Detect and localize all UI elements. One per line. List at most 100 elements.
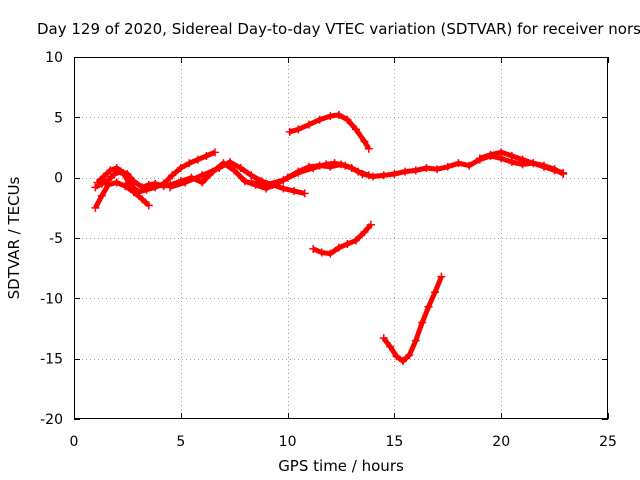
data-point <box>159 179 168 188</box>
data-point <box>539 161 548 170</box>
data-point <box>317 248 326 257</box>
series-layer <box>91 110 568 366</box>
data-point <box>300 189 309 198</box>
data-point <box>279 184 288 193</box>
data-point <box>247 171 256 180</box>
data-point <box>322 160 331 169</box>
x-tick-label: 15 <box>385 434 403 450</box>
data-point <box>475 154 484 163</box>
data-point <box>369 172 378 181</box>
data-point <box>392 352 401 361</box>
data-point <box>215 164 224 173</box>
data-point <box>112 178 121 187</box>
data-point <box>185 159 194 168</box>
data-point <box>129 177 138 186</box>
data-point <box>334 243 343 252</box>
data-point <box>437 272 446 281</box>
data-point <box>424 302 433 311</box>
x-tick-label: 5 <box>176 434 185 450</box>
y-tick-label: 0 <box>54 171 63 187</box>
tick-marks <box>74 57 609 420</box>
data-point <box>360 227 369 236</box>
data-point <box>121 182 130 191</box>
data-point <box>390 170 399 179</box>
data-point <box>144 201 153 210</box>
data-point <box>202 151 211 160</box>
data-point <box>210 148 219 157</box>
data-point <box>398 357 407 366</box>
data-point <box>304 120 313 129</box>
data-point <box>106 166 115 175</box>
x-tick-label: 25 <box>599 434 617 450</box>
data-point <box>309 244 318 253</box>
data-point <box>198 171 207 180</box>
data-point <box>91 203 100 212</box>
data-point <box>279 176 288 185</box>
data-point <box>326 112 335 121</box>
series-line-s9 <box>381 275 444 364</box>
y-tick-label: -20 <box>40 412 63 428</box>
data-point <box>422 164 431 173</box>
data-point <box>550 165 559 174</box>
y-tick-label: -15 <box>40 352 63 368</box>
data-point <box>507 151 516 160</box>
data-point <box>176 164 185 173</box>
data-point <box>112 164 121 173</box>
data-point <box>247 178 256 187</box>
data-point <box>379 171 388 180</box>
data-point <box>379 334 388 343</box>
data-point <box>104 180 113 189</box>
x-axis-label: GPS time / hours <box>278 457 404 475</box>
data-point <box>129 188 138 197</box>
data-point <box>326 249 335 258</box>
data-point <box>309 164 318 173</box>
data-point <box>351 236 360 245</box>
data-point <box>518 155 527 164</box>
y-axis-label: SDTVAR / TECUs <box>5 176 23 299</box>
y-tick-label: 10 <box>45 50 63 66</box>
series-line-s2 <box>95 149 216 195</box>
data-point <box>366 220 375 229</box>
x-tick-label: 20 <box>492 434 510 450</box>
data-point <box>151 183 160 192</box>
data-point <box>343 115 352 124</box>
data-point <box>364 171 373 180</box>
data-point <box>334 110 343 119</box>
series-line-s7 <box>289 112 371 150</box>
data-point <box>364 144 373 153</box>
data-point <box>405 351 414 360</box>
data-point <box>351 125 360 134</box>
data-point <box>443 162 452 171</box>
data-point <box>262 180 271 189</box>
data-point <box>497 148 506 157</box>
data-point <box>465 161 474 170</box>
grid <box>74 57 608 419</box>
data-point <box>486 150 495 159</box>
data-point <box>230 166 239 175</box>
data-point <box>168 171 177 180</box>
data-point <box>330 159 339 168</box>
data-point <box>347 164 356 173</box>
y-tick-label: -10 <box>40 291 63 307</box>
y-tick-label: 5 <box>54 110 63 126</box>
data-point <box>454 159 463 168</box>
data-point <box>559 170 568 179</box>
y-tick-labels: -20 -15 -10 -5 0 5 10 <box>40 50 63 428</box>
data-point <box>343 240 352 249</box>
data-point <box>290 186 299 195</box>
data-point <box>225 157 234 166</box>
data-point <box>411 166 420 175</box>
chart-title: Day 129 of 2020, Sidereal Day-to-day VTE… <box>37 20 640 38</box>
data-point <box>341 161 350 170</box>
y-tick-label: -5 <box>49 231 63 247</box>
data-point <box>315 115 324 124</box>
data-point <box>193 155 202 164</box>
data-point <box>386 342 395 351</box>
series-line-s3 <box>93 180 151 209</box>
data-point <box>93 178 102 187</box>
data-point <box>411 336 420 345</box>
x-tick-label: 0 <box>70 434 79 450</box>
data-point <box>285 127 294 136</box>
x-tick-label: 10 <box>279 434 297 450</box>
